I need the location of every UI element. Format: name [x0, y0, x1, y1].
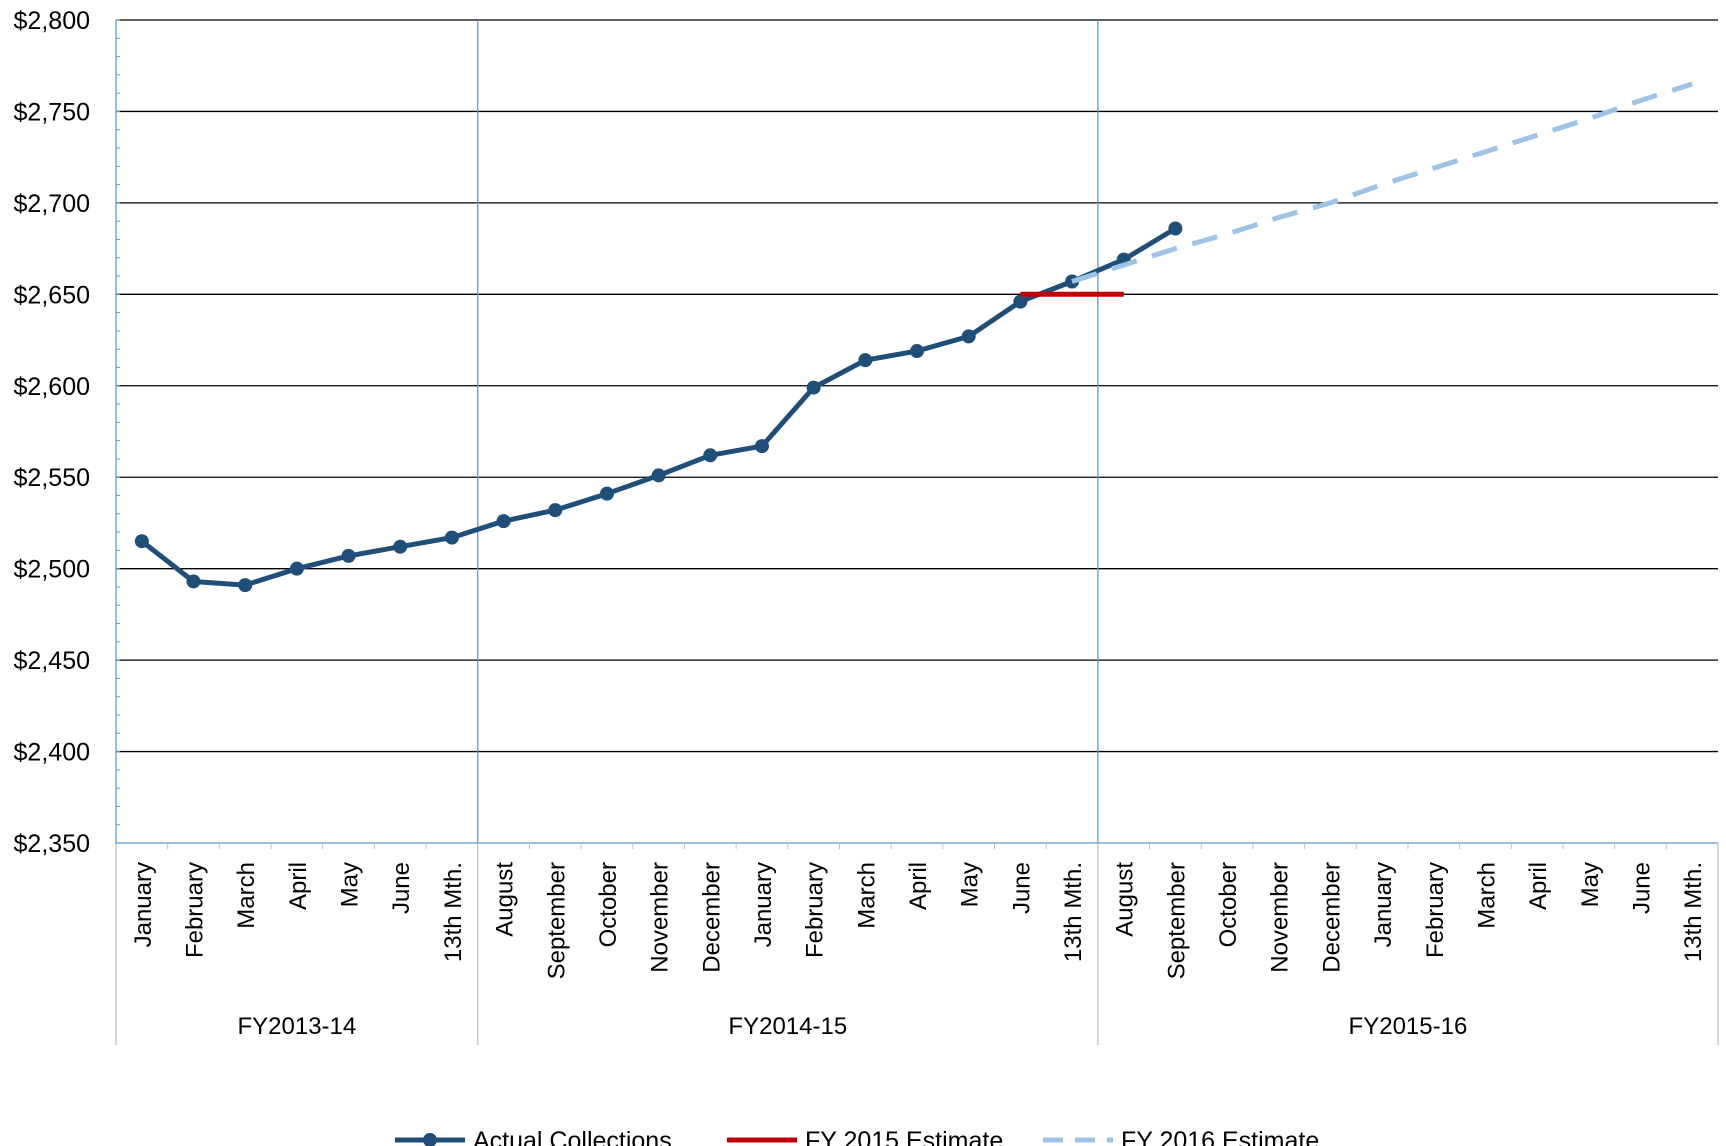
data-point: [238, 578, 253, 593]
x-tick-label: January: [750, 862, 777, 947]
x-tick-label: November: [647, 862, 674, 973]
legend-item: Actual Collections: [395, 1127, 672, 1146]
x-tick-label: 13th Mth.: [440, 862, 467, 962]
x-tick-label: January: [130, 862, 157, 947]
x-tick-label: June: [1628, 862, 1655, 914]
x-tick-label: August: [492, 862, 519, 937]
x-tick-label: May: [337, 862, 364, 907]
x-tick-label: June: [388, 862, 415, 914]
x-tick-label: October: [1215, 862, 1242, 947]
data-point: [1168, 221, 1183, 236]
x-tick-label: May: [957, 862, 984, 907]
data-point: [134, 534, 149, 549]
y-tick-label: $2,450: [14, 647, 90, 675]
series-line: [140, 226, 1177, 588]
x-group-label: FY2015-16: [1349, 1013, 1468, 1040]
x-axis-group-labels: FY2013-14 FY2014-15 FY2015-16: [237, 1013, 1467, 1040]
x-tick-label: May: [1577, 862, 1604, 907]
x-tick-label: March: [233, 862, 260, 929]
data-point: [703, 448, 718, 463]
x-tick-label: April: [1525, 862, 1552, 910]
x-tick-label: April: [905, 862, 932, 910]
legend: Actual Collections FY 2015 Estimate FY 201…: [395, 1127, 1319, 1146]
axes: [115, 19, 1719, 849]
y-tick-label: $2,500: [14, 556, 90, 584]
series-fy-2016-estimate: [1071, 81, 1693, 284]
y-tick-label: $2,550: [14, 464, 90, 492]
x-group-label: FY2014-15: [728, 1013, 847, 1040]
series-layer: [134, 81, 1693, 593]
x-tick-label: April: [285, 862, 312, 910]
data-point: [806, 380, 821, 395]
legend-marker: [423, 1133, 437, 1146]
x-tick-label: March: [1473, 862, 1500, 929]
x-tick-label: January: [1370, 862, 1397, 947]
data-point: [393, 539, 408, 554]
x-tick-label: June: [1008, 862, 1035, 914]
x-tick-label: December: [698, 862, 725, 973]
x-tick-label: December: [1318, 862, 1345, 973]
x-tick-label: 13th Mth.: [1060, 862, 1087, 962]
legend-item: FY 2016 Estimate: [1043, 1127, 1319, 1146]
x-group-label: FY2013-14: [237, 1013, 356, 1040]
gridlines: [116, 19, 1718, 753]
data-point: [754, 439, 769, 454]
series-line: [1071, 81, 1693, 284]
x-tick-label: 13th Mth.: [1680, 862, 1707, 962]
data-point: [651, 468, 666, 483]
legend-label: Actual Collections: [473, 1127, 672, 1146]
x-tick-label: October: [595, 862, 622, 947]
y-tick-label: $2,800: [14, 7, 90, 35]
y-tick-label: $2,400: [14, 739, 90, 767]
data-point: [961, 329, 976, 344]
x-tick-label: November: [1267, 862, 1294, 973]
x-tick-label: February: [182, 862, 209, 958]
legend-item: FY 2015 Estimate: [727, 1127, 1003, 1146]
data-point: [1013, 294, 1028, 309]
data-point: [910, 344, 924, 359]
x-tick-label: September: [1163, 862, 1190, 979]
x-tick-label: February: [802, 862, 829, 958]
x-tick-label: September: [543, 862, 570, 979]
y-tick-label: $2,750: [14, 98, 90, 126]
data-point: [858, 353, 873, 368]
data-point: [548, 503, 563, 518]
y-tick-label: $2,700: [14, 190, 90, 218]
x-tick-label: August: [1112, 862, 1139, 937]
x-tick-label: February: [1422, 862, 1449, 958]
data-point: [186, 574, 201, 589]
data-point: [599, 486, 614, 501]
data-point: [289, 561, 304, 576]
data-point: [341, 548, 356, 563]
x-tick-label: March: [853, 862, 880, 929]
x-axis-tick-labels: January February March April May June 13th Mth…: [130, 862, 1707, 980]
data-point: [496, 514, 511, 529]
series-actual-collections: [134, 221, 1183, 593]
y-tick-label: $2,350: [14, 830, 90, 858]
y-tick-label: $2,650: [14, 281, 90, 309]
y-axis-tick-labels: $2,350 $2,400 $2,450 $2,500 $2,550 $2,600 $2,6…: [14, 7, 90, 858]
legend-label: FY 2016 Estimate: [1121, 1127, 1319, 1146]
data-point: [444, 530, 459, 545]
legend-label: FY 2015 Estimate: [805, 1127, 1003, 1146]
fiscal-year-dividers: [115, 20, 1719, 1045]
y-tick-label: $2,600: [14, 373, 90, 401]
